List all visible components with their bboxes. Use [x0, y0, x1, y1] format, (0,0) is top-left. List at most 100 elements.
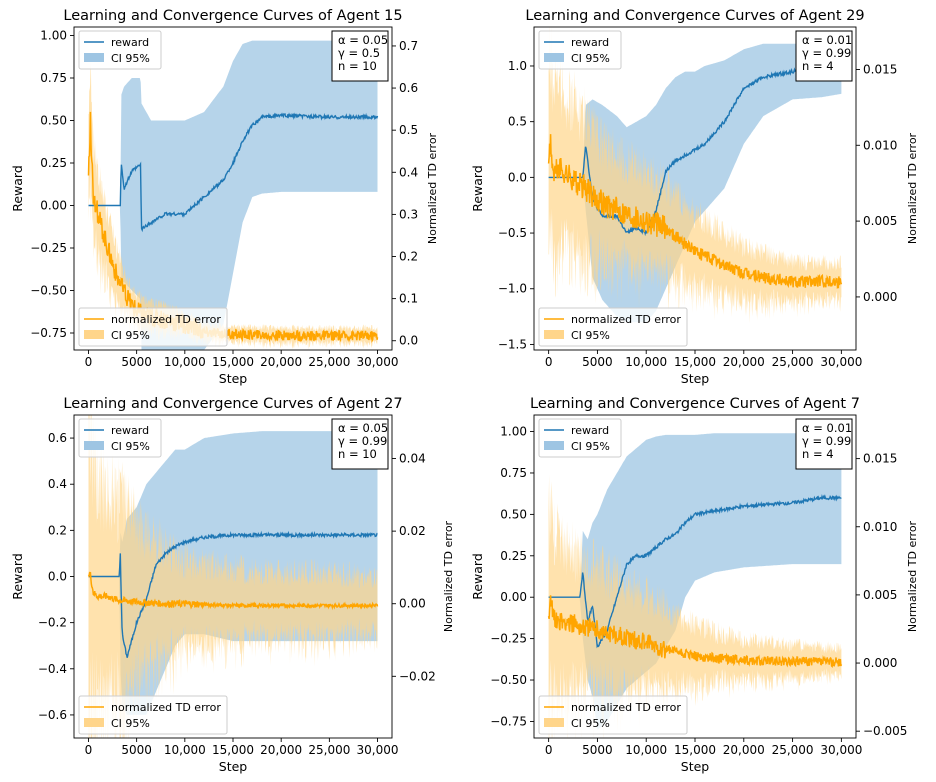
- y2-tick-label: −0.005: [863, 724, 907, 738]
- legend-reward: reward CI 95%: [78, 30, 162, 70]
- param-text: γ = 0.99: [338, 434, 387, 448]
- legend-box: [538, 307, 688, 347]
- td-line: [547, 134, 843, 290]
- params-frame: [795, 418, 853, 470]
- y-tick-label: −0.75: [30, 326, 67, 340]
- param-text: α = 0.05: [338, 33, 388, 47]
- param-text: γ = 0.99: [802, 434, 851, 448]
- chart-title: Learning and Convergence Curves of Agent…: [63, 8, 402, 24]
- reward-ci-band: [88, 40, 378, 350]
- x-tick-label: 0: [85, 355, 93, 369]
- plot-area: [547, 27, 843, 324]
- legend-reward-ci-label: CI 95%: [111, 440, 150, 453]
- param-text: α = 0.05: [338, 421, 388, 435]
- y2-tick-label: −0.02: [399, 669, 436, 683]
- y-tick-label: 0.00: [500, 590, 527, 604]
- legend-td-label: normalized TD error: [111, 701, 221, 714]
- legend-reward-ci-swatch: [84, 441, 104, 450]
- y2-axis-label: Normalized TD error: [906, 132, 919, 244]
- reward-line: [88, 112, 379, 233]
- param-text: α = 0.01: [802, 421, 852, 435]
- param-text: n = 10: [338, 447, 377, 461]
- x-tick-label: 5000: [582, 743, 613, 757]
- legend-reward: reward CI 95%: [538, 30, 622, 70]
- y-tick-label: −0.5: [498, 226, 527, 240]
- x-tick-label: 30,000: [820, 355, 862, 369]
- legend-reward-label: reward: [111, 424, 149, 437]
- x-axis-label: Step: [219, 371, 248, 386]
- plot-area: [87, 415, 379, 738]
- legend-td-ci-swatch: [84, 330, 104, 339]
- legend-td: normalized TD error CI 95%: [538, 307, 688, 347]
- legend-reward-ci-swatch: [544, 53, 564, 62]
- y2-tick-label: 0.010: [863, 138, 897, 152]
- y2-tick-label: 0.2: [399, 250, 418, 264]
- legend-reward-ci-label: CI 95%: [111, 52, 150, 65]
- reward-line: [88, 530, 378, 658]
- x-axis-label: Step: [681, 371, 710, 386]
- y-tick-label: −0.25: [30, 241, 67, 255]
- legend-td-label: normalized TD error: [571, 313, 681, 326]
- y2-tick-label: 0.005: [863, 588, 897, 602]
- y-tick-label: −0.25: [490, 632, 527, 646]
- param-text: n = 4: [802, 59, 834, 73]
- y2-tick-label: 0.7: [399, 39, 418, 53]
- legend-reward-label: reward: [571, 36, 609, 49]
- y2-tick-label: 0.02: [399, 524, 426, 538]
- param-text: γ = 0.5: [338, 46, 380, 60]
- y-tick-label: 1.00: [500, 425, 527, 439]
- x-tick-label: 30,000: [820, 743, 862, 757]
- y-tick-label: 0.6: [48, 431, 67, 445]
- params-box: α = 0.05γ = 0.5n = 10: [331, 30, 389, 82]
- legend-td: normalized TD error CI 95%: [78, 695, 228, 735]
- legend-reward-ci-label: CI 95%: [571, 52, 610, 65]
- y-tick-label: 0.4: [48, 477, 67, 491]
- y2-tick-label: 0.000: [863, 656, 897, 670]
- chart-panel-0: 0 5000 10,000 15,000 20,000 25,000 30,000 −0.75…: [10, 8, 439, 386]
- y2-tick-label: 0.005: [863, 214, 897, 228]
- x-tick-label: 0: [545, 743, 553, 757]
- y-tick-label: 0.75: [500, 466, 527, 480]
- legend-reward-label: reward: [111, 36, 149, 49]
- params-frame: [331, 30, 389, 82]
- x-tick-label: 25,000: [308, 743, 350, 757]
- params-box: α = 0.01γ = 0.99n = 4: [795, 30, 853, 82]
- x-tick-label: 10,000: [625, 743, 667, 757]
- params-frame: [331, 418, 389, 470]
- reward-line: [548, 493, 842, 649]
- y2-tick-label: 0.5: [399, 123, 418, 137]
- y2-tick-label: 0.0: [399, 334, 418, 348]
- y2-tick-label: 0.1: [399, 292, 418, 306]
- legend-td-ci-swatch: [84, 718, 104, 727]
- reward-ci-band: [548, 433, 842, 730]
- y-tick-label: −1.0: [498, 282, 527, 296]
- legend-td-label: normalized TD error: [111, 313, 221, 326]
- y-tick-label: 0.0: [48, 570, 67, 584]
- y2-tick-label: 0.3: [399, 207, 418, 221]
- y-tick-label: 0.50: [40, 114, 67, 128]
- y-tick-label: −1.5: [498, 337, 527, 351]
- y-axis-label: Reward: [470, 165, 485, 212]
- legend-td-ci-label: CI 95%: [111, 329, 150, 342]
- y2-tick-label: 0.000: [863, 290, 897, 304]
- legend-td-ci-swatch: [544, 718, 564, 727]
- y2-axis-label: Normalized TD error: [442, 520, 455, 632]
- legend-box: [538, 695, 688, 735]
- chart-panel-2: 0 5000 10,000 15,000 20,000 25,000 30,000 −0.6 −…: [10, 396, 455, 774]
- legend-td-ci-swatch: [544, 330, 564, 339]
- td-ci-band: [548, 27, 842, 324]
- plot-area: [547, 433, 843, 738]
- td-ci-band: [88, 415, 378, 738]
- param-text: n = 10: [338, 59, 377, 73]
- x-tick-label: 30,000: [357, 355, 399, 369]
- x-axis-label: Step: [219, 759, 248, 774]
- chart-title: Learning and Convergence Curves of Agent…: [63, 396, 402, 412]
- y-tick-label: 0.5: [508, 115, 527, 129]
- legend-reward: reward CI 95%: [538, 418, 622, 458]
- legend-reward-ci-swatch: [544, 441, 564, 450]
- params-box: α = 0.01γ = 0.99n = 4: [795, 418, 853, 470]
- x-tick-label: 20,000: [260, 743, 302, 757]
- x-tick-label: 15,000: [674, 355, 716, 369]
- x-tick-label: 25,000: [772, 743, 814, 757]
